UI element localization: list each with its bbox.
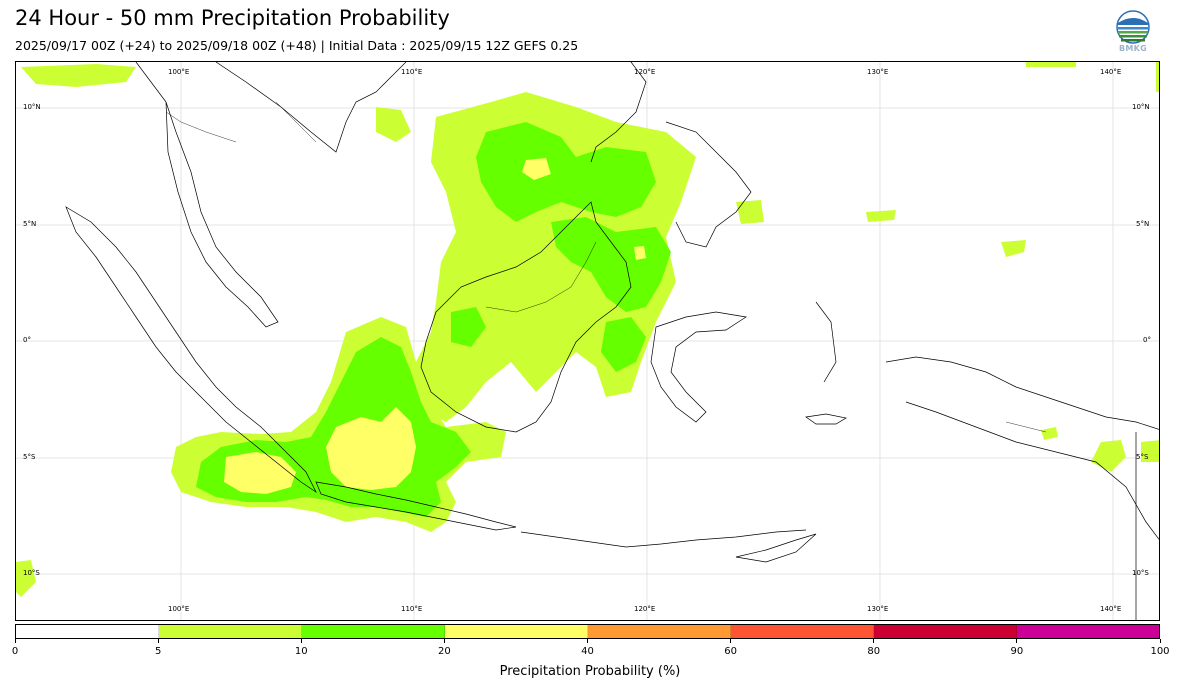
lon-label-top: 100°E xyxy=(168,68,190,76)
lat-label-right: 10°N xyxy=(1132,103,1150,111)
colorbar-tick-label: 60 xyxy=(724,646,737,657)
colorbar-tickmark xyxy=(443,639,445,643)
borders xyxy=(165,101,1047,433)
colorbar-tickmark xyxy=(1159,639,1161,643)
colorbar-tick-label: 90 xyxy=(1010,646,1024,657)
map-title: 24 Hour - 50 mm Precipitation Probabilit… xyxy=(15,6,450,30)
colorbar-tickmark xyxy=(300,639,302,643)
colorbar-segment xyxy=(874,625,1017,638)
colorbar-segment xyxy=(1017,625,1159,638)
colorbar-tickmark xyxy=(14,639,16,643)
colorbar-tick-label: 5 xyxy=(154,646,162,657)
lat-label-right: 10°S xyxy=(1132,569,1149,577)
colorbar-tickmark xyxy=(1016,639,1018,643)
lon-label-bottom: 130°E xyxy=(867,605,889,613)
lon-label-top: 110°E xyxy=(401,68,423,76)
prob-5-10-areas xyxy=(16,62,1159,597)
colorbar-segment xyxy=(302,625,445,638)
colorbar-tick-label: 80 xyxy=(867,646,881,657)
prob-20-40-areas xyxy=(224,158,646,494)
colorbar-segment xyxy=(159,625,302,638)
colorbar-tick-label: 100 xyxy=(1150,646,1170,657)
lat-label-right: 5°S xyxy=(1136,453,1149,461)
logo-text: BMKG xyxy=(1118,44,1148,53)
coastlines xyxy=(65,62,1159,620)
lon-label-bottom: 120°E xyxy=(634,605,656,613)
colorbar-label: Precipitation Probability (%) xyxy=(499,664,681,679)
lon-label-bottom: 140°E xyxy=(1100,605,1122,613)
colorbar-tick-label: 0 xyxy=(11,646,19,657)
bmkg-logo-icon xyxy=(1116,10,1150,44)
colorbar-segment xyxy=(731,625,874,638)
colorbar-tickmark xyxy=(587,639,588,643)
colorbar-tickmark xyxy=(730,639,732,643)
map-canvas xyxy=(16,62,1159,620)
colorbar-segment xyxy=(445,625,588,638)
colorbar-segment xyxy=(16,625,159,638)
lon-label-top: 130°E xyxy=(867,68,889,76)
lat-label-left: 0° xyxy=(23,336,31,344)
colorbar-tickmark xyxy=(873,639,875,643)
colorbar-tick-label: 40 xyxy=(581,646,594,657)
precipitation-map: 100°E 110°E 120°E 130°E 140°E 100°E 110°… xyxy=(15,61,1160,621)
lon-label-top: 140°E xyxy=(1100,68,1122,76)
lon-label-bottom: 110°E xyxy=(401,605,423,613)
colorbar-tickmark xyxy=(157,639,159,643)
lat-label-left: 5°N xyxy=(23,220,37,228)
lon-label-bottom: 100°E xyxy=(168,605,190,613)
map-subtitle: 2025/09/17 00Z (+24) to 2025/09/18 00Z (… xyxy=(15,38,579,53)
colorbar-tick-label: 20 xyxy=(438,646,451,657)
colorbar-segment xyxy=(588,625,731,638)
lat-label-left: 10°N xyxy=(23,103,41,111)
lat-label-left: 5°S xyxy=(23,453,36,461)
lat-label-left: 10°S xyxy=(23,569,40,577)
lat-label-right: 5°N xyxy=(1136,220,1150,228)
lon-label-top: 120°E xyxy=(634,68,656,76)
colorbar xyxy=(15,624,1160,639)
lat-label-right: 0° xyxy=(1143,336,1151,344)
colorbar-tick-label: 10 xyxy=(294,646,308,657)
